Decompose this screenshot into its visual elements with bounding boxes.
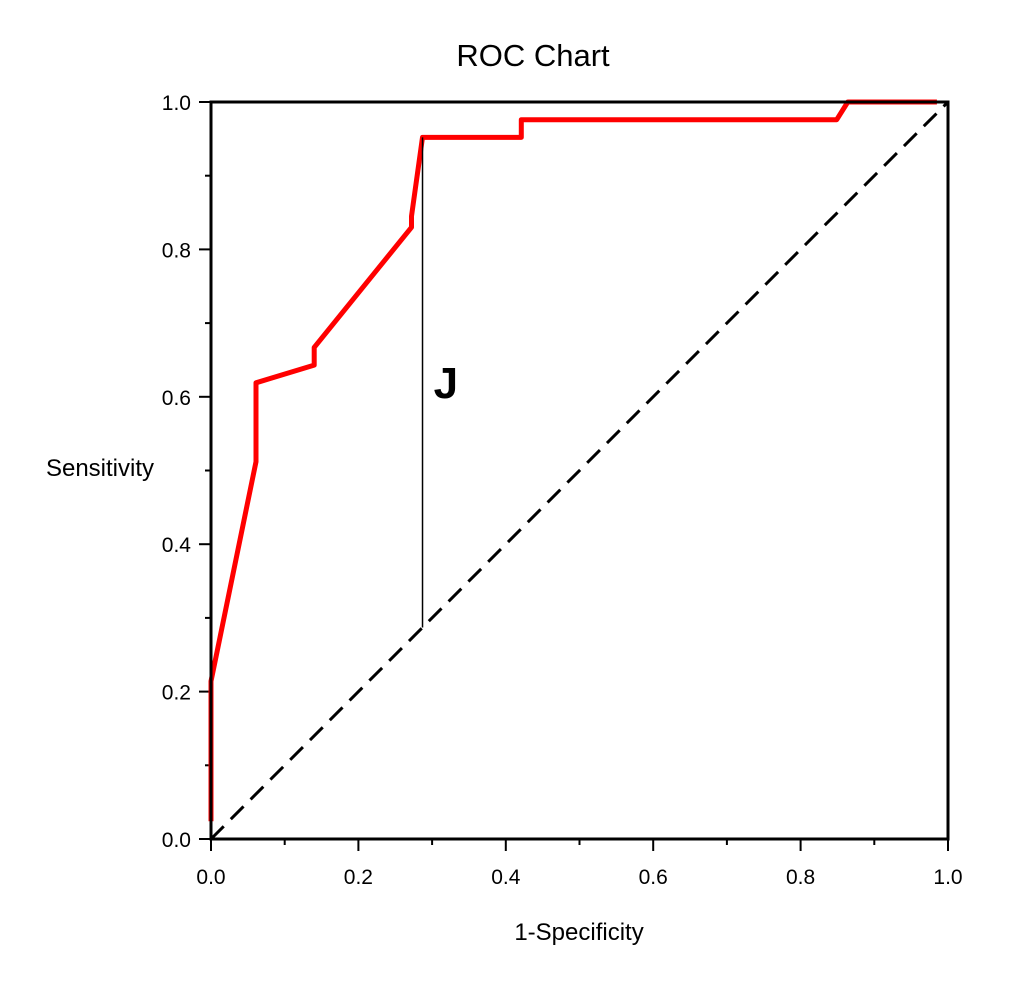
j-label: J <box>434 359 458 408</box>
x-tick-label: 0.2 <box>344 866 373 889</box>
x-axis-label: 1-Specificity <box>514 919 643 946</box>
y-tick-label: 0.0 <box>162 829 191 852</box>
y-tick-label: 0.8 <box>162 239 191 262</box>
plot-frame <box>209 100 950 841</box>
y-tick-label: 0.2 <box>162 682 191 705</box>
y-axis-label: Sensitivity <box>46 455 154 482</box>
x-tick-label: 0.8 <box>786 866 815 889</box>
y-tick-label: 1.0 <box>162 92 191 115</box>
j-annotation: J <box>421 137 458 628</box>
x-tick-label: 0.0 <box>196 866 225 889</box>
x-tick-label: 1.0 <box>933 866 962 889</box>
axis-ticks: 0.0 0.2 0.4 0.6 0.8 1.0 0.0 0.2 0.4 0.6 0.8 1.0 <box>162 92 963 889</box>
y-tick-label: 0.6 <box>162 387 191 410</box>
chart-title: ROC Chart <box>456 38 610 73</box>
x-tick-label: 0.4 <box>491 866 521 889</box>
reference-diagonal-line <box>209 100 950 841</box>
plot-series <box>208 99 950 841</box>
roc-curve-line <box>208 99 937 822</box>
x-tick-label: 0.6 <box>639 866 668 889</box>
y-tick-label: 0.4 <box>162 534 192 557</box>
